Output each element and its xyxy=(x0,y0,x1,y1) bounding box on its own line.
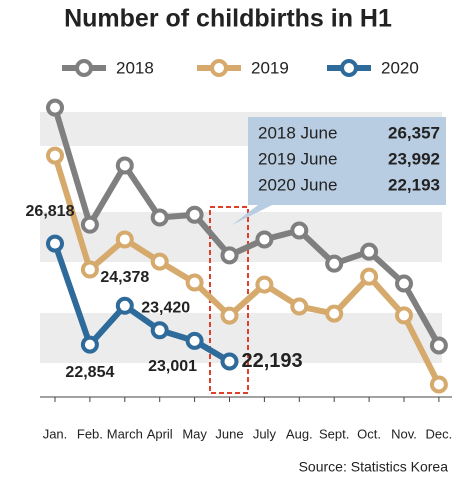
point xyxy=(290,297,309,316)
point xyxy=(115,230,134,249)
point xyxy=(185,273,204,292)
point xyxy=(80,335,99,354)
x-tick-label: April xyxy=(147,426,173,441)
point xyxy=(360,267,379,286)
point xyxy=(429,336,448,355)
source: Source: Statistics Korea xyxy=(299,459,449,475)
point xyxy=(255,275,274,294)
chart-title: Number of childbirths in H1 xyxy=(64,5,392,33)
point xyxy=(220,246,239,265)
callout-value: 22,193 xyxy=(388,175,440,194)
point xyxy=(220,352,239,371)
x-tick-label: Oct. xyxy=(357,426,381,441)
callout-label: 2020 June xyxy=(258,175,337,194)
point xyxy=(255,230,274,249)
x-tick-label: Feb. xyxy=(77,426,103,441)
point xyxy=(115,156,134,175)
legend-marker xyxy=(210,59,228,77)
legend-marker xyxy=(340,59,358,77)
point xyxy=(80,215,99,234)
point xyxy=(360,242,379,261)
point xyxy=(220,306,239,325)
legend-item: 2020 xyxy=(327,58,419,77)
point xyxy=(185,205,204,224)
legend-label: 2020 xyxy=(381,58,419,77)
legend-item: 2019 xyxy=(197,58,289,77)
callout-label: 2018 June xyxy=(258,123,337,142)
x-tick-label: Dec. xyxy=(426,426,453,441)
x-tick-label: May xyxy=(182,426,207,441)
point xyxy=(429,375,448,394)
x-tick-label: Sept. xyxy=(319,426,349,441)
legend-label: 2018 xyxy=(116,58,154,77)
data-label: 22,193 xyxy=(242,350,303,372)
point xyxy=(80,260,99,279)
point xyxy=(150,208,169,227)
callout-value: 26,357 xyxy=(388,123,440,142)
x-tick-label: Aug. xyxy=(286,426,313,441)
point xyxy=(325,254,344,273)
point xyxy=(46,98,64,117)
callout-value: 23,992 xyxy=(388,149,440,168)
data-label: 26,818 xyxy=(26,203,75,220)
data-label: 23,420 xyxy=(141,299,190,316)
point xyxy=(150,252,169,271)
x-tick-label: Nov. xyxy=(391,426,417,441)
point xyxy=(185,331,204,350)
x-tick-label: Jan. xyxy=(43,426,68,441)
callout: 2018 June 26,357 2019 June 23,992 2020 June 2… xyxy=(232,117,446,225)
data-label: 24,378 xyxy=(100,269,149,286)
point xyxy=(46,146,64,165)
data-label: 23,001 xyxy=(148,358,197,375)
x-tick-label: July xyxy=(253,426,277,441)
point xyxy=(46,234,64,253)
x-tick-label: March xyxy=(107,426,143,441)
legend-label: 2019 xyxy=(251,58,289,77)
legend-item: 2018 xyxy=(62,58,154,77)
legend-marker xyxy=(75,59,93,77)
callout-box xyxy=(232,117,446,225)
point xyxy=(395,306,413,325)
data-label: 22,854 xyxy=(65,364,114,381)
point xyxy=(115,296,134,315)
point xyxy=(290,221,309,240)
x-tick-label: June xyxy=(215,426,243,441)
point xyxy=(325,304,344,323)
point xyxy=(150,321,169,340)
callout-label: 2019 June xyxy=(258,149,337,168)
point xyxy=(395,274,413,293)
